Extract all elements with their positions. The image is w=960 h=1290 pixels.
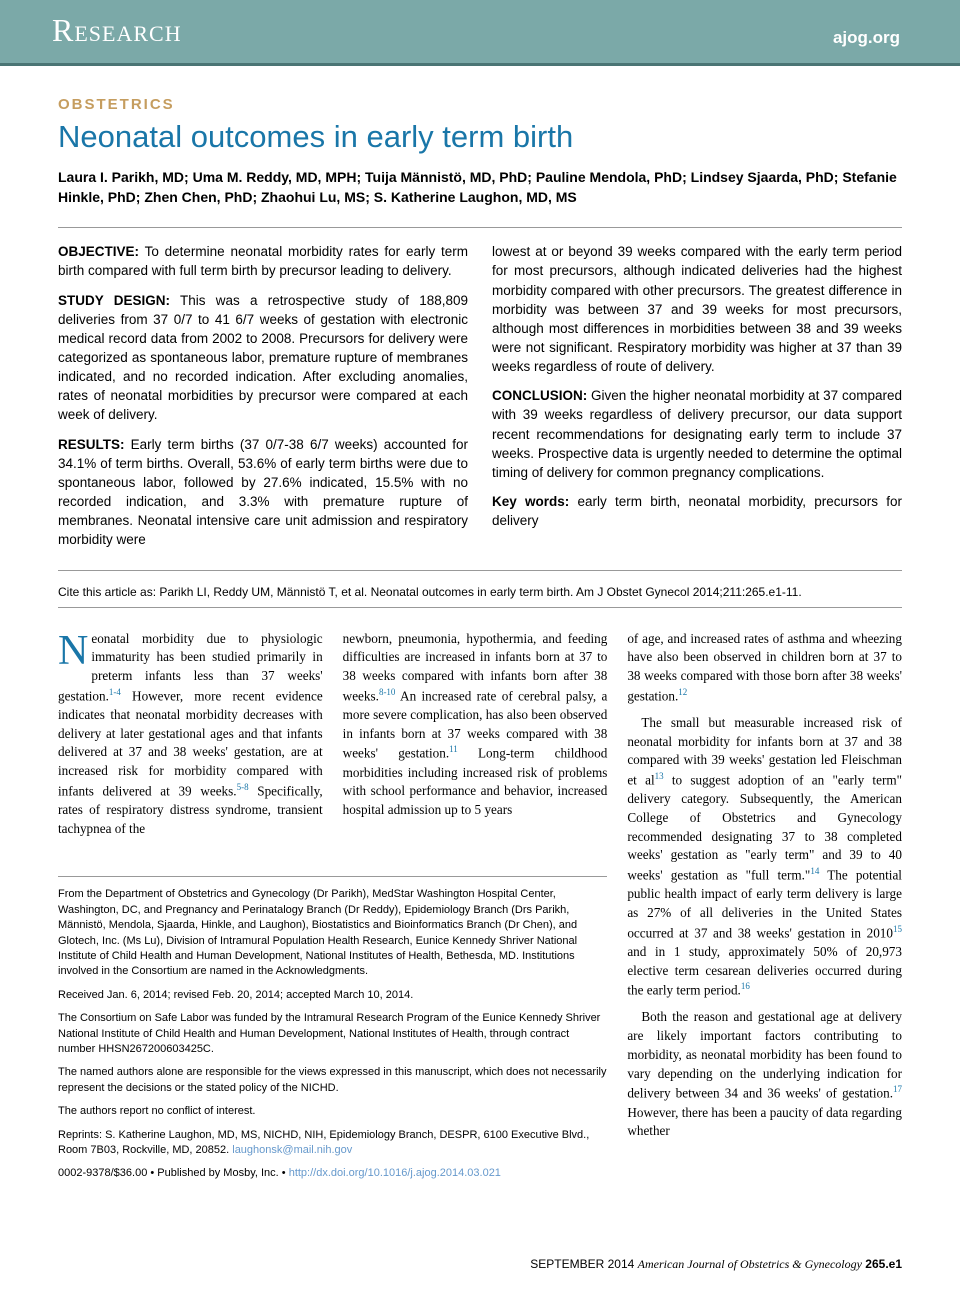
- reprint-email[interactable]: laughonsk@mail.nih.gov: [232, 1144, 352, 1156]
- objective-label: OBJECTIVE:: [58, 244, 139, 259]
- ref-3[interactable]: 8-10: [379, 687, 396, 697]
- page-footer: SEPTEMBER 2014 American Journal of Obste…: [58, 1257, 902, 1272]
- ref-7[interactable]: 14: [810, 866, 819, 876]
- body-c3b4: and in 1 study, approximately 50% of 20,…: [627, 944, 902, 998]
- citation-line: Cite this article as: Parikh LI, Reddy U…: [58, 577, 902, 608]
- body-c3a: of age, and increased rates of asthma an…: [627, 631, 902, 704]
- ref-2[interactable]: 5-8: [237, 782, 249, 792]
- body-c1b: However, more recent evidence indicates …: [58, 688, 323, 798]
- body-col-3: of age, and increased rates of asthma an…: [627, 630, 902, 1190]
- results-text: Early term births (37 0/7-38 6/7 weeks) …: [58, 437, 468, 548]
- article-title: Neonatal outcomes in early term birth: [58, 119, 902, 155]
- ref-10[interactable]: 17: [893, 1084, 902, 1094]
- author-list: Laura I. Parikh, MD; Uma M. Reddy, MD, M…: [58, 167, 902, 208]
- body-c3b2: to suggest adoption of an "early term" d…: [627, 773, 902, 883]
- ref-6[interactable]: 13: [655, 771, 664, 781]
- site-url[interactable]: ajog.org: [833, 28, 900, 48]
- header-bar: Research ajog.org: [0, 0, 960, 66]
- abstract-box: OBJECTIVE: To determine neonatal morbidi…: [58, 227, 902, 570]
- abstract-left-col: OBJECTIVE: To determine neonatal morbidi…: [58, 242, 468, 559]
- body-columns: Neonatal morbidity due to physiologic im…: [58, 630, 902, 1190]
- keywords-label: Key words:: [492, 494, 569, 509]
- body-col-2: newborn, pneumonia, hypothermia, and fee…: [343, 630, 608, 839]
- affil-p1: From the Department of Obstetrics and Gy…: [58, 887, 607, 979]
- category-label: OBSTETRICS: [58, 96, 902, 113]
- footer-date: SEPTEMBER 2014: [530, 1257, 634, 1271]
- affil-p2: Received Jan. 6, 2014; revised Feb. 20, …: [58, 988, 607, 1003]
- affil-p7a: 0002-9378/$36.00 • Published by Mosby, I…: [58, 1167, 289, 1179]
- affil-p5: The authors report no conflict of intere…: [58, 1104, 607, 1119]
- body-col-1: Neonatal morbidity due to physiologic im…: [58, 630, 323, 839]
- ref-5[interactable]: 12: [678, 687, 687, 697]
- doi-link[interactable]: http://dx.doi.org/10.1016/j.ajog.2014.03…: [289, 1167, 501, 1179]
- dropcap: N: [58, 630, 91, 670]
- design-label: STUDY DESIGN:: [58, 293, 170, 308]
- footer-page: 265.e1: [865, 1257, 902, 1271]
- ref-8[interactable]: 15: [893, 924, 902, 934]
- page-content: OBSTETRICS Neonatal outcomes in early te…: [0, 66, 960, 1190]
- affil-p3: The Consortium on Safe Labor was funded …: [58, 1011, 607, 1057]
- body-c3c2: However, there has been a paucity of dat…: [627, 1105, 902, 1139]
- results-label: RESULTS:: [58, 437, 125, 452]
- affiliations-block: From the Department of Obstetrics and Gy…: [58, 876, 607, 1189]
- ref-1[interactable]: 1-4: [109, 687, 121, 697]
- section-label: Research: [52, 12, 182, 49]
- ref-9[interactable]: 16: [741, 981, 750, 991]
- design-text: This was a retrospective study of 188,80…: [58, 293, 468, 423]
- ref-4[interactable]: 11: [449, 744, 458, 754]
- body-c3c: Both the reason and gestational age at d…: [627, 1009, 902, 1100]
- affil-p4: The named authors alone are responsible …: [58, 1065, 607, 1096]
- conclusion-label: CONCLUSION:: [492, 388, 587, 403]
- abstract-right-col: lowest at or beyond 39 weeks compared wi…: [492, 242, 902, 559]
- footer-journal: American Journal of Obstetrics & Gynecol…: [638, 1257, 862, 1271]
- results-text-2: lowest at or beyond 39 weeks compared wi…: [492, 244, 902, 374]
